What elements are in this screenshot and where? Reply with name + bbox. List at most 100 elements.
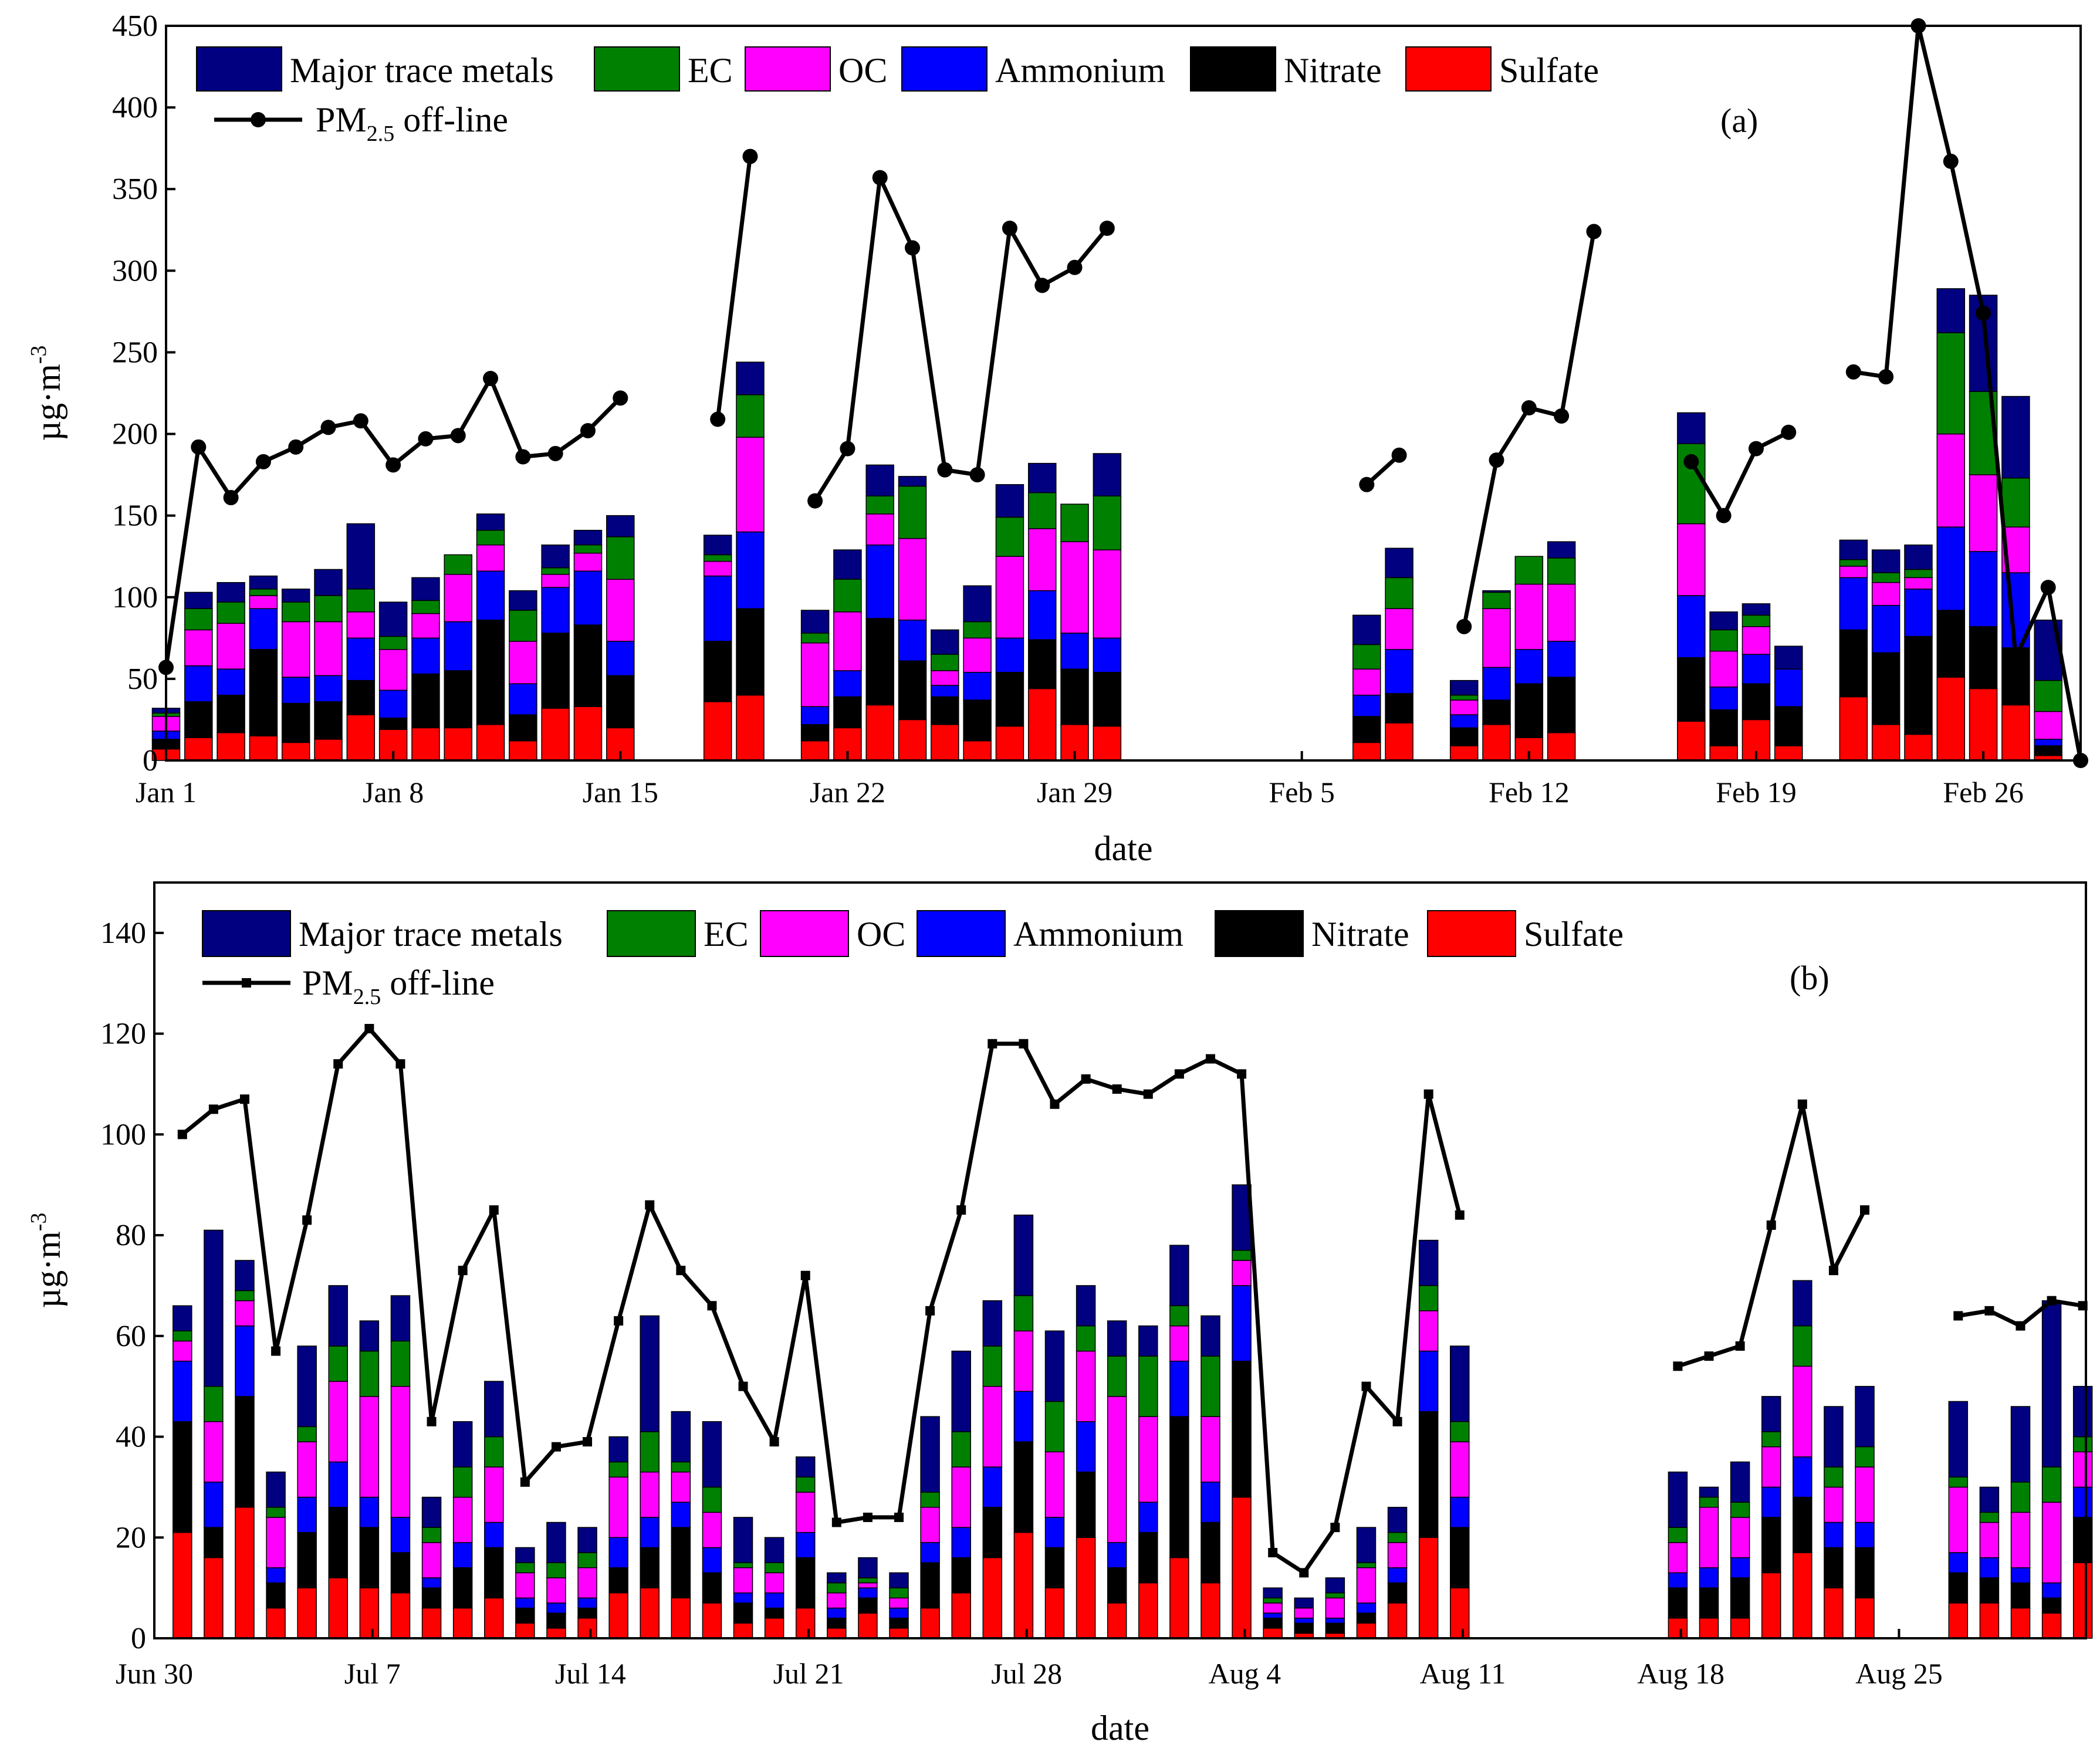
legend-swatch-ec [594, 46, 680, 92]
bar-ec [1385, 577, 1413, 610]
pm25-point [208, 1104, 218, 1114]
bar-major-trace-metals [963, 585, 992, 623]
pm25-point [1143, 1089, 1153, 1099]
bar-nitrate [1169, 1416, 1189, 1558]
pm25-point [239, 1094, 249, 1104]
bar-major-trace-metals [2072, 1385, 2093, 1438]
bar-oc [1450, 1441, 1470, 1498]
bar-ec [1730, 1502, 1750, 1518]
bar-ec [1839, 559, 1868, 567]
pm25-point [1455, 1210, 1465, 1220]
pm25-point [177, 1130, 187, 1140]
bar-nitrate [702, 1572, 722, 1604]
legend-swatch-ammonium [901, 46, 988, 92]
bar-nitrate [541, 633, 570, 709]
bar-ec [378, 635, 408, 650]
bar-sulfate [1044, 1587, 1065, 1639]
bar-ammonium [1263, 1612, 1283, 1619]
bar-nitrate [671, 1527, 691, 1599]
pm25-point [614, 1316, 624, 1326]
bar-sulfate [476, 724, 505, 761]
legend-swatch-major-trace-metals [202, 910, 291, 957]
bar-nitrate [858, 1597, 878, 1614]
bar-major-trace-metals [204, 1229, 224, 1387]
pm25-point [1683, 454, 1699, 469]
bar-ec [2010, 1482, 2031, 1513]
pm25-point [1704, 1351, 1714, 1361]
bar-oc [963, 637, 992, 673]
bar-ec [795, 1476, 816, 1493]
bar-major-trace-metals [671, 1411, 691, 1463]
bars [173, 1184, 2093, 1639]
bar-nitrate [800, 724, 830, 742]
pm25-point [872, 170, 888, 185]
bar-ammonium [995, 637, 1024, 673]
bar-ec [235, 1290, 255, 1301]
bar-ammonium [314, 675, 343, 702]
bar-nitrate [515, 1607, 535, 1624]
bar-major-trace-metals [1387, 1506, 1408, 1533]
bar-major-trace-metals [865, 464, 894, 497]
bar-major-trace-metals [452, 1421, 473, 1468]
bar-ammonium [328, 1461, 349, 1508]
bar-nitrate [1356, 1612, 1377, 1624]
bar-major-trace-metals [736, 361, 765, 395]
bar-nitrate [1514, 683, 1544, 738]
bar-oc [931, 670, 959, 686]
bar-ammonium [1668, 1572, 1688, 1588]
bar-oc [249, 595, 278, 610]
y-tick-label: 450 [112, 9, 158, 43]
bar-sulfate [1979, 1602, 2000, 1639]
pm25-point [1237, 1069, 1247, 1079]
bar-ec [982, 1345, 1003, 1387]
bar-oc [800, 642, 830, 707]
bar-ammonium [515, 1597, 535, 1609]
bar-ammonium [577, 1597, 597, 1609]
bar-ammonium [217, 668, 245, 696]
bar-nitrate [421, 1587, 442, 1609]
bar-nitrate [1107, 1567, 1127, 1604]
pm25-point [1860, 1205, 1870, 1215]
legend-label: Ammonium [1013, 915, 1183, 954]
pm25-point [613, 390, 628, 406]
bar-oc [515, 1572, 535, 1599]
bar-ammonium [702, 1547, 722, 1574]
bar-sulfate [577, 1617, 597, 1639]
bar-oc [1294, 1607, 1314, 1619]
plot-frame [165, 25, 2082, 762]
bar-ec [1824, 1466, 1844, 1488]
y-tick-label: 50 [127, 662, 158, 696]
bar-ec [920, 1492, 940, 1508]
bar-ec [1450, 1421, 1470, 1442]
pm25-point [547, 445, 563, 461]
bar-nitrate [1761, 1517, 1781, 1574]
bar-nitrate [764, 1607, 784, 1619]
bar-nitrate [346, 679, 376, 715]
bar-major-trace-metals [1201, 1315, 1220, 1357]
bar-major-trace-metals [1936, 288, 1966, 333]
bar-nitrate [359, 1527, 380, 1588]
bar-ammonium [1201, 1482, 1220, 1523]
bar-major-trace-metals [1027, 462, 1057, 493]
bar-ec [1107, 1355, 1127, 1397]
bar-major-trace-metals [1855, 1385, 1875, 1448]
bar-ec [1547, 557, 1576, 585]
pm25-point [1330, 1523, 1340, 1533]
bar-sulfate [1482, 724, 1511, 761]
bar-oc [1709, 650, 1738, 688]
pm25-point [1391, 447, 1407, 463]
bar-oc [1107, 1396, 1127, 1543]
x-tick-label: Jul 21 [773, 1657, 844, 1690]
bar-ammonium [452, 1542, 473, 1568]
legend: Major trace metals EC OC Ammonium Nitrate Sul… [202, 910, 1624, 1009]
bar-major-trace-metals [1232, 1184, 1252, 1251]
bar-ec [608, 1461, 628, 1477]
bar-nitrate [1013, 1441, 1034, 1533]
pm25-point [676, 1266, 686, 1276]
bar-ammonium [920, 1542, 940, 1563]
bar-major-trace-metals [1325, 1577, 1345, 1594]
legend-label: Nitrate [1311, 915, 1409, 954]
bar-ammonium [608, 1537, 628, 1568]
bar-sulfate [314, 739, 343, 761]
bar-sulfate [827, 1628, 847, 1639]
